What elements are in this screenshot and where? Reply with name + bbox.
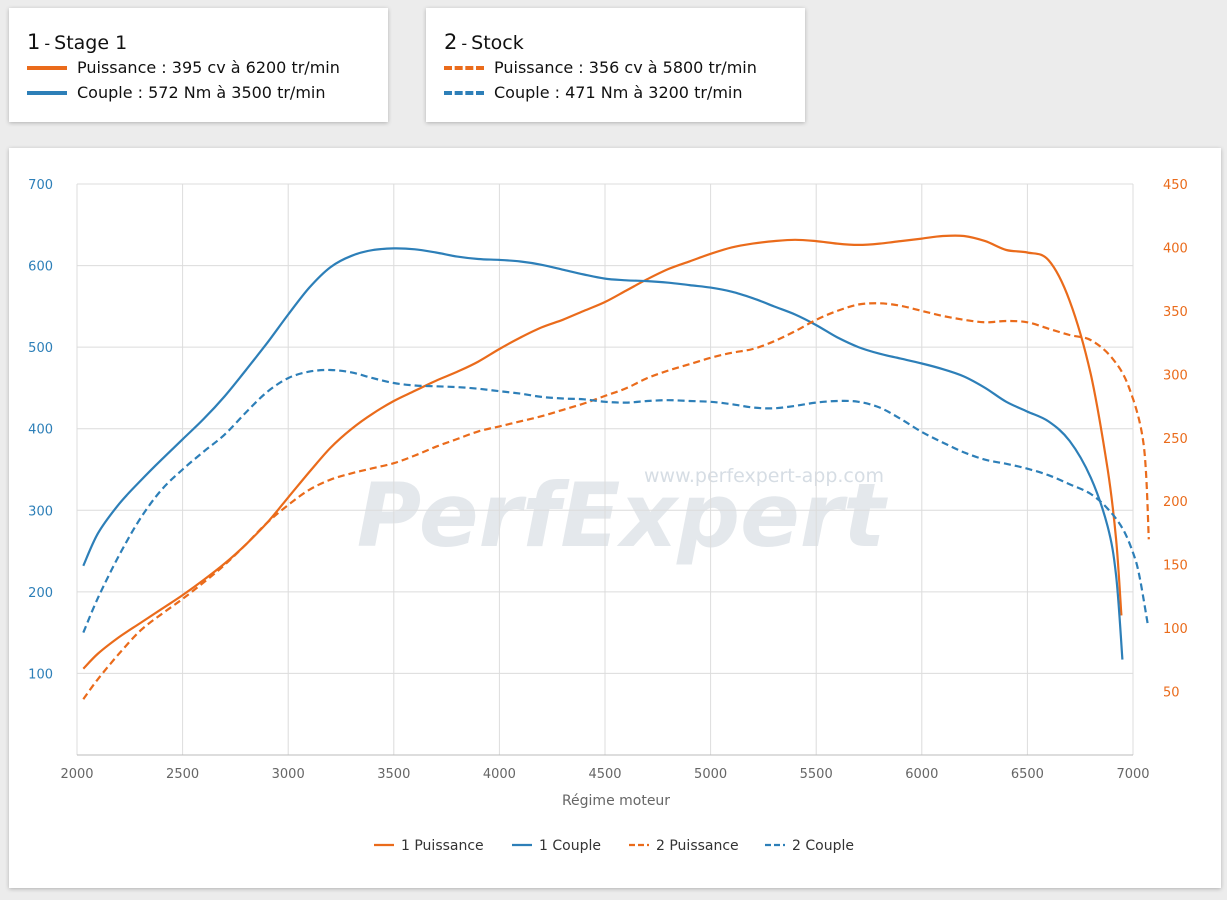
- card-separator: -: [44, 34, 51, 53]
- dashed-orange-swatch-icon: [444, 65, 484, 70]
- legend-card-stage1: 1- Stage 1 Puissance : 395 cv à 6200 tr/m…: [9, 8, 388, 122]
- power-text: Puissance : 356 cv à 5800 tr/min: [494, 58, 757, 77]
- series-line-3: [82, 302, 1150, 700]
- power-text: Puissance : 395 cv à 6200 tr/min: [77, 58, 340, 77]
- card-separator: -: [461, 34, 468, 53]
- bottom-legend[interactable]: 1 Puissance 1 Couple 2 Puissance 2 Couple: [374, 838, 854, 854]
- x-tick-label: 6500: [1011, 767, 1044, 782]
- y-right-tick-label: 250: [1163, 432, 1188, 447]
- legend-item-2[interactable]: 1 Couple: [512, 838, 601, 854]
- y-right-tick-label: 50: [1163, 686, 1180, 701]
- grid: [76, 183, 1134, 756]
- x-tick-label: 7000: [1116, 767, 1149, 782]
- series-line-2: [82, 247, 1124, 660]
- solid-blue-swatch-icon: [27, 90, 67, 95]
- torque-text: Couple : 471 Nm à 3200 tr/min: [494, 83, 743, 102]
- power-line-item: Puissance : 356 cv à 5800 tr/min: [444, 58, 757, 77]
- y-left-tick-label: 200: [28, 586, 53, 601]
- legend-label: 2 Puissance: [656, 838, 739, 854]
- x-tick-label: 6000: [905, 767, 938, 782]
- y-left-tick-label: 700: [28, 178, 53, 193]
- x-axis-label: Régime moteur: [562, 793, 670, 809]
- torque-text: Couple : 572 Nm à 3500 tr/min: [77, 83, 326, 102]
- y-right-tick-label: 300: [1163, 368, 1188, 383]
- watermark: www.perfexpert-app.com PerfExpert: [357, 464, 888, 567]
- y-right-tick-label: 350: [1163, 305, 1188, 320]
- x-tick-label: 5500: [800, 767, 833, 782]
- solid-orange-swatch-icon: [27, 65, 67, 70]
- power-line-item: Puissance : 395 cv à 6200 tr/min: [27, 58, 340, 77]
- legend-card-stock: 2- Stock Puissance : 356 cv à 5800 tr/min…: [426, 8, 805, 122]
- card-number: 1: [27, 30, 41, 54]
- torque-line-item: Couple : 471 Nm à 3200 tr/min: [444, 83, 742, 102]
- y-right-tick-label: 100: [1163, 622, 1188, 637]
- y-right-tick-label: 400: [1163, 241, 1188, 256]
- card-number: 2: [444, 30, 458, 54]
- dashed-blue-swatch-icon: [444, 90, 484, 95]
- series-lines: [82, 234, 1150, 700]
- y-left-axis-ticks: 100 200 300 400 500 600 700: [28, 178, 53, 682]
- x-tick-label: 3000: [272, 767, 305, 782]
- card-title: 2- Stock: [444, 30, 524, 54]
- legend-item-4[interactable]: 2 Couple: [765, 838, 854, 854]
- x-tick-label: 4500: [588, 767, 621, 782]
- card-name: Stock: [471, 32, 524, 54]
- watermark-url: www.perfexpert-app.com: [644, 465, 884, 487]
- x-axis-ticks: 2000 2500 3000 3500 4000 4500 5000 5500 6000 6500…: [60, 767, 1149, 782]
- x-tick-label: 2500: [166, 767, 199, 782]
- legend-item-1[interactable]: 1 Puissance: [374, 838, 484, 854]
- y-right-axis-ticks: 50 100 150 200 250 300 350 400 450: [1163, 178, 1188, 701]
- legend-item-3[interactable]: 2 Puissance: [629, 838, 739, 854]
- card-title: 1- Stage 1: [27, 30, 127, 54]
- y-left-tick-label: 300: [28, 504, 53, 519]
- y-right-tick-label: 200: [1163, 495, 1188, 510]
- y-right-tick-label: 450: [1163, 178, 1188, 193]
- legend-label: 2 Couple: [792, 838, 854, 854]
- y-left-tick-label: 500: [28, 341, 53, 356]
- x-tick-label: 3500: [377, 767, 410, 782]
- torque-line-item: Couple : 572 Nm à 3500 tr/min: [27, 83, 325, 102]
- x-tick-label: 2000: [60, 767, 93, 782]
- series-line-4: [82, 368, 1149, 634]
- y-left-tick-label: 100: [28, 667, 53, 682]
- legend-label: 1 Couple: [539, 838, 601, 854]
- legend-label: 1 Puissance: [401, 838, 484, 854]
- y-left-tick-label: 600: [28, 260, 53, 275]
- x-tick-label: 4000: [483, 767, 516, 782]
- card-name: Stage 1: [54, 32, 128, 54]
- chart-card: www.perfexpert-app.com PerfExpert 2000 25…: [9, 148, 1221, 888]
- y-left-tick-label: 400: [28, 423, 53, 438]
- watermark-logo: PerfExpert: [357, 464, 888, 567]
- y-right-tick-label: 150: [1163, 559, 1188, 574]
- dyno-chart: www.perfexpert-app.com PerfExpert 2000 25…: [28, 178, 1188, 854]
- x-tick-label: 5000: [694, 767, 727, 782]
